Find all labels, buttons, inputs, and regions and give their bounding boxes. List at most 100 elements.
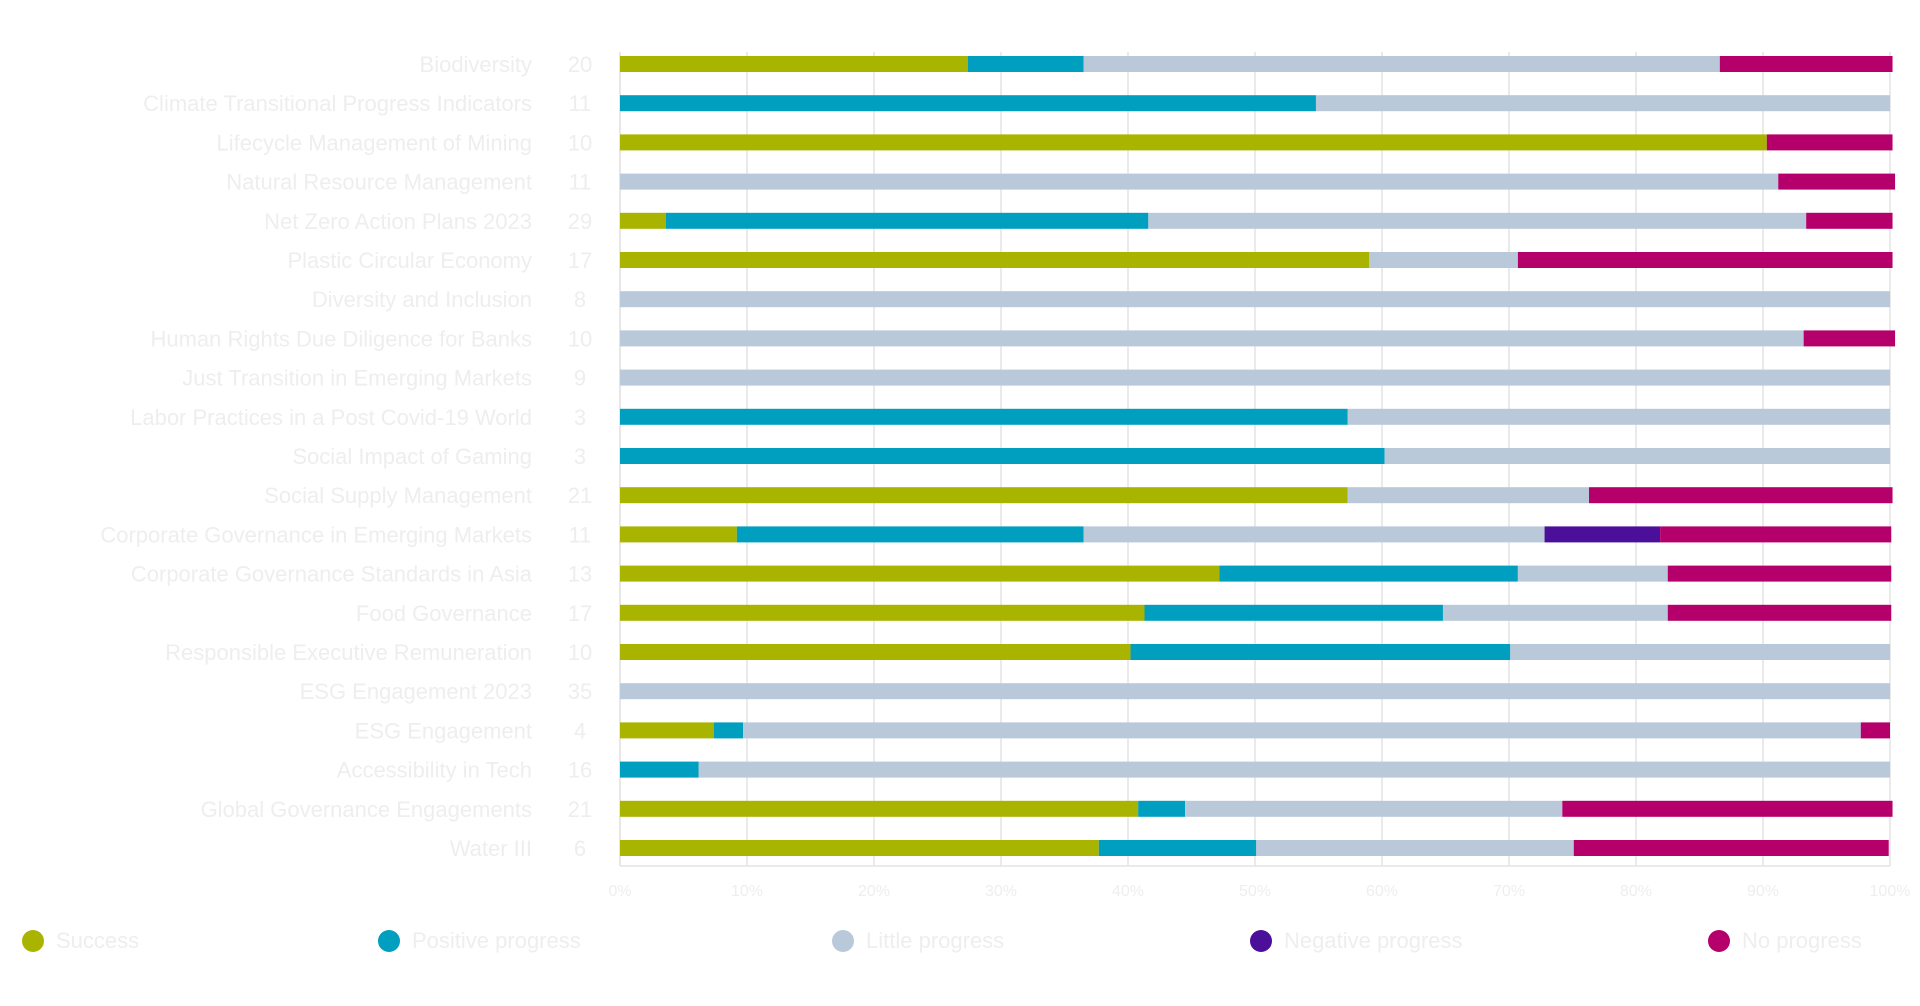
legend-label: Positive progress [412, 928, 581, 953]
x-tick-label: 10% [731, 883, 763, 900]
bar-segment [967, 56, 1084, 72]
legend-swatch [1708, 930, 1730, 952]
category-label: Corporate Governance in Emerging Markets [100, 522, 532, 547]
x-tick-label: 90% [1747, 883, 1779, 900]
bar-segment [1517, 565, 1668, 582]
stacked-bar-chart: Biodiversity Climate Transitional Progres… [100, 52, 1910, 900]
bar-segment [620, 56, 968, 72]
bar-segment [1589, 487, 1893, 504]
bar-segment [620, 330, 1804, 347]
count-label: 11 [569, 91, 592, 116]
legend-label: Little progress [866, 928, 1005, 953]
legend-swatch [22, 930, 44, 952]
legend-swatch [1250, 930, 1272, 952]
count-label: 21 [568, 483, 592, 508]
bar-segment [713, 722, 744, 739]
category-label: Accessibility in Tech [337, 758, 532, 783]
category-label: Climate Transitional Progress Indicators [143, 91, 532, 116]
category-label: Diversity and Inclusion [312, 287, 532, 312]
bar-segment [1660, 526, 1892, 543]
bar-segment [620, 487, 1348, 504]
category-label: Water III [450, 836, 532, 861]
legend-label: Success [56, 928, 140, 953]
count-label: 17 [568, 248, 592, 273]
bar-segment [1517, 252, 1893, 268]
category-label: Lifecycle Management of Mining [217, 130, 533, 155]
bar-segment [1860, 722, 1890, 739]
count-label: 17 [568, 601, 592, 626]
count-label: 10 [568, 130, 592, 155]
category-label: Global Governance Engagements [201, 797, 532, 822]
bar-segment [1544, 526, 1661, 543]
x-tick-label: 0% [608, 883, 631, 900]
bar-segment [1562, 800, 1893, 817]
bar-segment [1098, 840, 1257, 856]
x-tick-label: 30% [985, 883, 1017, 900]
bar-segment [620, 252, 1370, 268]
count-label: 29 [568, 209, 592, 234]
count-label: 3 [574, 405, 586, 430]
bar-segment [1719, 56, 1893, 72]
bar-segment [1778, 173, 1896, 190]
bar-segment [1667, 565, 1892, 582]
bar-segment [620, 369, 1890, 386]
x-tick-label: 50% [1239, 883, 1271, 900]
bar-segment [1766, 134, 1893, 151]
bar-segment [698, 761, 1890, 778]
category-label: Human Rights Due Diligence for Banks [150, 326, 532, 351]
bar-segment [620, 644, 1131, 660]
category-label: Plastic Circular Economy [287, 248, 532, 273]
count-label: 8 [574, 287, 586, 312]
bar-segment [1083, 526, 1545, 543]
count-label: 35 [568, 679, 592, 704]
bar-segment [1219, 565, 1518, 582]
bar-segment [620, 408, 1348, 425]
category-label: ESG Engagement 2023 [300, 679, 532, 704]
count-label: 16 [568, 758, 592, 783]
bar-segment [736, 526, 1084, 543]
x-tick-label: 100% [1870, 883, 1911, 900]
bar-segment [1369, 252, 1518, 268]
count-label: 20 [568, 52, 592, 77]
bars [620, 56, 1896, 856]
count-label: 10 [568, 326, 592, 351]
count-label: 6 [574, 836, 586, 861]
bar-segment [620, 722, 714, 739]
category-label: Biodiversity [420, 52, 532, 77]
category-label: Labor Practices in a Post Covid-19 World [130, 405, 532, 430]
x-axis-ticks: 0% 10% 20% 30% 40% 50% 60% 70% 80% 90% 100% [608, 883, 1910, 900]
count-label: 13 [568, 562, 592, 587]
legend: Success Positive progress Little progress N… [0, 928, 1920, 968]
category-label: Corporate Governance Standards in Asia [131, 562, 533, 587]
legend-item: Little progress [832, 928, 1004, 954]
legend-item: No progress [1708, 928, 1862, 954]
legend-item: Positive progress [378, 928, 581, 954]
count-label: 4 [574, 718, 586, 743]
bar-segment [620, 291, 1890, 308]
count-label: 21 [568, 797, 592, 822]
x-tick-label: 20% [858, 883, 890, 900]
bar-segment [1510, 644, 1890, 660]
bar-segment [620, 604, 1145, 621]
bar-segment [1144, 604, 1443, 621]
bar-segment [1442, 604, 1668, 621]
category-label: ESG Engagement [355, 718, 532, 743]
bar-segment [620, 173, 1779, 190]
x-tick-label: 40% [1112, 883, 1144, 900]
bar-segment [1130, 644, 1511, 660]
bar-segment [620, 840, 1099, 856]
bar-segment [620, 800, 1139, 817]
category-label: Food Governance [356, 601, 532, 626]
bar-segment [620, 212, 666, 229]
category-label: Just Transition in Emerging Markets [182, 366, 532, 391]
bar-segment [620, 761, 699, 778]
count-label: 11 [569, 522, 592, 547]
bar-segment [1347, 408, 1890, 425]
bar-segment [620, 134, 1767, 151]
bar-segment [1806, 212, 1893, 229]
bar-segment [1573, 840, 1889, 856]
bar-segment [743, 722, 1861, 739]
legend-swatch [378, 930, 400, 952]
category-label: Social Supply Management [264, 483, 532, 508]
legend-label: Negative progress [1284, 928, 1463, 953]
